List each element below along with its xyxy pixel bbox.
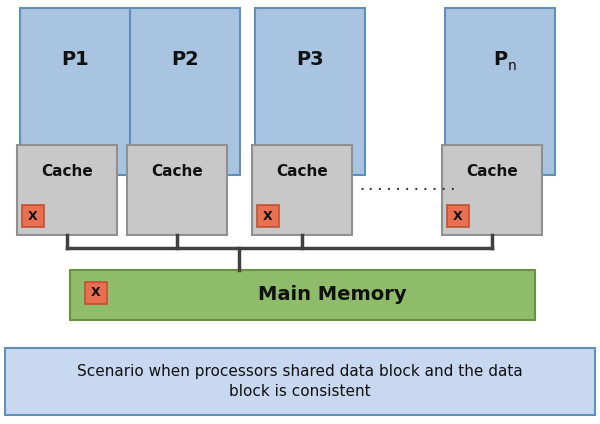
FancyBboxPatch shape	[445, 8, 555, 175]
FancyBboxPatch shape	[20, 8, 130, 175]
Text: Main Memory: Main Memory	[258, 285, 407, 304]
Text: X: X	[263, 209, 273, 223]
Text: X: X	[28, 209, 38, 223]
Text: Cache: Cache	[276, 165, 328, 179]
Text: n: n	[508, 59, 517, 73]
FancyBboxPatch shape	[5, 348, 595, 415]
Text: P2: P2	[171, 50, 199, 70]
Text: X: X	[91, 287, 101, 299]
FancyBboxPatch shape	[255, 8, 365, 175]
FancyBboxPatch shape	[442, 145, 542, 235]
FancyBboxPatch shape	[257, 205, 279, 227]
FancyBboxPatch shape	[130, 8, 240, 175]
Text: ...........: ...........	[358, 178, 458, 192]
Text: P: P	[493, 50, 507, 70]
Text: X: X	[453, 209, 463, 223]
Text: Cache: Cache	[151, 165, 203, 179]
FancyBboxPatch shape	[17, 145, 117, 235]
Text: Cache: Cache	[41, 165, 93, 179]
Text: Cache: Cache	[466, 165, 518, 179]
Text: P3: P3	[296, 50, 324, 70]
FancyBboxPatch shape	[70, 270, 535, 320]
FancyBboxPatch shape	[447, 205, 469, 227]
FancyBboxPatch shape	[127, 145, 227, 235]
FancyBboxPatch shape	[85, 282, 107, 304]
Text: Scenario when processors shared data block and the data: Scenario when processors shared data blo…	[77, 364, 523, 379]
Text: P1: P1	[61, 50, 89, 70]
FancyBboxPatch shape	[252, 145, 352, 235]
FancyBboxPatch shape	[22, 205, 44, 227]
Text: block is consistent: block is consistent	[229, 384, 371, 399]
